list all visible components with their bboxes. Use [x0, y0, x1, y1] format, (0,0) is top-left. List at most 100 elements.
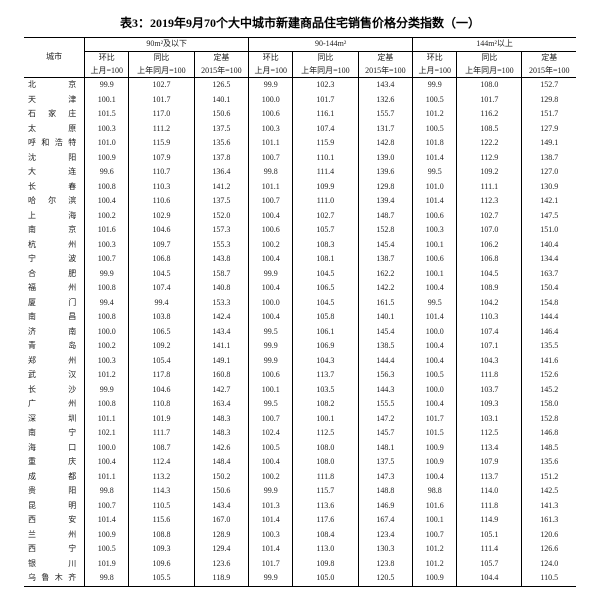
value-cell: 138.7 — [522, 151, 576, 166]
value-cell: 110.5 — [522, 571, 576, 586]
table-row: 南 昌100.8103.8142.4100.4105.8140.1101.411… — [24, 310, 576, 325]
value-cell: 148.3 — [194, 426, 249, 441]
value-cell: 100.2 — [249, 238, 293, 253]
value-cell: 130.9 — [522, 180, 576, 195]
value-cell: 129.8 — [358, 180, 413, 195]
value-cell: 116.1 — [293, 107, 358, 122]
value-cell: 110.8 — [129, 397, 194, 412]
city-cell: 成 都 — [24, 470, 85, 485]
value-cell: 100.4 — [413, 470, 457, 485]
value-cell: 106.8 — [457, 252, 522, 267]
city-cell: 沈 阳 — [24, 151, 85, 166]
city-cell: 哈 尔 滨 — [24, 194, 85, 209]
value-cell: 129.8 — [522, 93, 576, 108]
value-cell: 99.9 — [249, 78, 293, 93]
value-cell: 111.1 — [457, 180, 522, 195]
value-cell: 108.5 — [457, 122, 522, 137]
value-cell: 102.7 — [129, 78, 194, 93]
value-cell: 104.5 — [457, 267, 522, 282]
value-cell: 145.7 — [358, 426, 413, 441]
value-cell: 100.6 — [249, 368, 293, 383]
table-row: 上 海100.2102.9152.0100.4102.7148.7100.610… — [24, 209, 576, 224]
sub-dj: 2015年=100 — [358, 65, 413, 78]
value-cell: 101.1 — [249, 180, 293, 195]
value-cell: 115.9 — [293, 136, 358, 151]
value-cell: 104.5 — [129, 267, 194, 282]
value-cell: 100.1 — [413, 513, 457, 528]
value-cell: 100.7 — [249, 151, 293, 166]
value-cell: 108.3 — [293, 238, 358, 253]
value-cell: 158.7 — [194, 267, 249, 282]
value-cell: 161.3 — [522, 513, 576, 528]
value-cell: 100.2 — [85, 209, 129, 224]
value-cell: 106.9 — [293, 339, 358, 354]
table-row: 厦 门99.499.4153.3100.0104.5161.599.5104.2… — [24, 296, 576, 311]
value-cell: 100.9 — [413, 455, 457, 470]
value-cell: 111.8 — [293, 470, 358, 485]
value-cell: 151.0 — [522, 223, 576, 238]
value-cell: 108.2 — [293, 397, 358, 412]
value-cell: 142.2 — [358, 281, 413, 296]
value-cell: 101.2 — [413, 107, 457, 122]
value-cell: 108.8 — [129, 528, 194, 543]
value-cell: 135.6 — [194, 136, 249, 151]
value-cell: 111.7 — [129, 426, 194, 441]
value-cell: 100.3 — [413, 223, 457, 238]
value-cell: 117.0 — [129, 107, 194, 122]
value-cell: 147.3 — [358, 470, 413, 485]
table-row: 青 岛100.2109.2141.199.9106.9138.5100.4107… — [24, 339, 576, 354]
city-cell: 西 安 — [24, 513, 85, 528]
table-row: 广 州100.8110.8163.499.5108.2155.5100.4109… — [24, 397, 576, 412]
value-cell: 100.3 — [249, 528, 293, 543]
value-cell: 99.9 — [249, 354, 293, 369]
value-cell: 104.6 — [129, 223, 194, 238]
value-cell: 167.4 — [358, 513, 413, 528]
value-cell: 153.3 — [194, 296, 249, 311]
group-90-below: 90m²及以下 — [85, 38, 249, 52]
value-cell: 100.9 — [413, 441, 457, 456]
value-cell: 106.1 — [293, 325, 358, 340]
value-cell: 113.0 — [293, 542, 358, 557]
value-cell: 146.9 — [358, 499, 413, 514]
value-cell: 155.5 — [358, 397, 413, 412]
group-90-144: 90-144m² — [249, 38, 413, 52]
table-row: 天 津100.1101.7140.1100.0101.7132.6100.510… — [24, 93, 576, 108]
value-cell: 101.0 — [413, 180, 457, 195]
value-cell: 102.4 — [249, 426, 293, 441]
value-cell: 101.6 — [413, 499, 457, 514]
value-cell: 140.1 — [358, 310, 413, 325]
price-index-table: 城市 90m²及以下 90-144m² 144m²以上 环比 同比 定基 环比 … — [24, 37, 576, 587]
value-cell: 163.4 — [194, 397, 249, 412]
value-cell: 118.9 — [194, 571, 249, 586]
col-dj: 定基 — [358, 51, 413, 64]
sub-hb: 上月=100 — [249, 65, 293, 78]
value-cell: 128.9 — [194, 528, 249, 543]
value-cell: 110.5 — [129, 499, 194, 514]
value-cell: 154.8 — [522, 296, 576, 311]
value-cell: 143.4 — [194, 499, 249, 514]
value-cell: 104.5 — [293, 296, 358, 311]
city-cell: 厦 门 — [24, 296, 85, 311]
value-cell: 100.0 — [413, 325, 457, 340]
value-cell: 113.6 — [293, 499, 358, 514]
city-cell: 太 原 — [24, 122, 85, 137]
value-cell: 108.0 — [293, 441, 358, 456]
table-row: 南 京101.6104.6157.3100.6105.7152.8100.310… — [24, 223, 576, 238]
value-cell: 108.0 — [457, 78, 522, 93]
value-cell: 100.1 — [293, 412, 358, 427]
value-cell: 101.4 — [413, 151, 457, 166]
value-cell: 102.7 — [457, 209, 522, 224]
value-cell: 115.6 — [129, 513, 194, 528]
group-144-above: 144m²以上 — [413, 38, 576, 52]
table-row: 兰 州100.9108.8128.9100.3108.4123.4100.710… — [24, 528, 576, 543]
value-cell: 99.4 — [129, 296, 194, 311]
col-dj: 定基 — [194, 51, 249, 64]
value-cell: 100.7 — [85, 499, 129, 514]
value-cell: 130.3 — [358, 542, 413, 557]
table-row: 贵 阳99.8114.3150.699.9115.7148.898.8114.0… — [24, 484, 576, 499]
city-cell: 福 州 — [24, 281, 85, 296]
value-cell: 105.1 — [457, 528, 522, 543]
city-cell: 深 圳 — [24, 412, 85, 427]
value-cell: 151.2 — [522, 470, 576, 485]
value-cell: 100.7 — [85, 252, 129, 267]
